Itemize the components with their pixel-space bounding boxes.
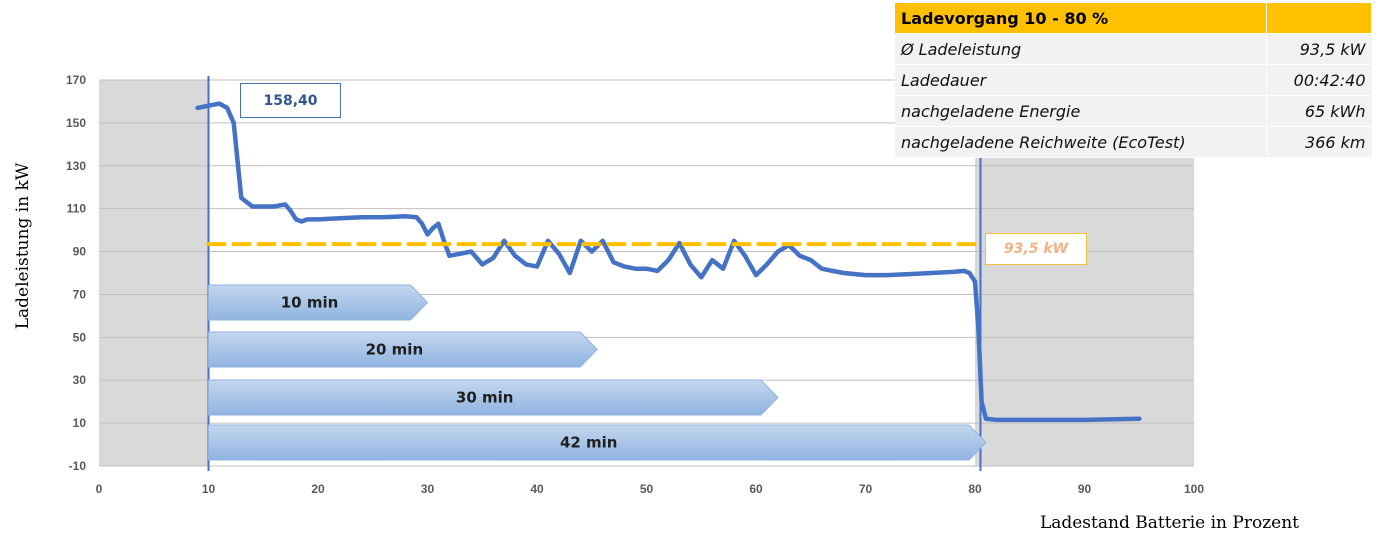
y-tick-label: -10: [69, 459, 87, 473]
duration-arrow-label: 30 min: [456, 389, 514, 407]
summary-value: 65 kWh: [1265, 95, 1372, 127]
y-tick-label: 130: [66, 159, 86, 173]
summary-value: 93,5 kW: [1265, 33, 1372, 65]
peak-value-callout: 158,40: [240, 83, 341, 118]
x-tick-label: 70: [859, 482, 873, 496]
x-tick-label: 40: [530, 482, 544, 496]
summary-header-blank: [1266, 3, 1373, 34]
y-axis-title: Ladeleistung in kW: [13, 162, 33, 329]
x-tick-label: 60: [749, 482, 763, 496]
y-tick-label: 110: [67, 202, 87, 216]
duration-arrow-label: 42 min: [560, 434, 618, 452]
x-axis-title: Ladestand Batterie in Prozent: [1040, 513, 1299, 533]
x-tick-label: 20: [311, 482, 325, 496]
duration-arrow: [208, 424, 987, 461]
x-tick-label: 10: [202, 482, 216, 496]
x-tick-label: 30: [421, 482, 435, 496]
y-tick-label: 90: [73, 245, 87, 259]
average-value-callout: 93,5 kW: [985, 233, 1087, 265]
charging-summary-table: Ladevorgang 10 - 80 % Ø Ladeleistung 93,…: [895, 3, 1373, 158]
y-tick-label: 170: [66, 73, 86, 87]
x-tick-label: 100: [1184, 482, 1204, 496]
summary-label: nachgeladene Reichweite (EcoTest): [895, 126, 1267, 158]
summary-value: 00:42:40: [1265, 64, 1372, 96]
summary-row: nachgeladene Reichweite (EcoTest) 366 km: [895, 126, 1372, 158]
summary-title: Ladevorgang 10 - 80 %: [895, 3, 1267, 34]
duration-arrow: [208, 379, 779, 416]
summary-header-row: Ladevorgang 10 - 80 %: [895, 3, 1373, 34]
summary-row: nachgeladene Energie 65 kWh: [895, 95, 1372, 127]
duration-arrow-label: 10 min: [281, 294, 339, 312]
y-tick-label: 30: [73, 373, 87, 387]
y-tick-label: 150: [66, 116, 86, 130]
duration-arrow-label: 20 min: [366, 341, 424, 359]
x-tick-label: 0: [96, 482, 103, 496]
shaded-region: [99, 80, 209, 466]
x-tick-label: 80: [968, 482, 982, 496]
duration-arrow: [208, 331, 598, 368]
summary-value: 366 km: [1265, 126, 1372, 158]
y-tick-label: 10: [73, 416, 87, 430]
y-tick-label: 70: [73, 287, 87, 301]
summary-row: Ø Ladeleistung 93,5 kW: [895, 33, 1372, 65]
y-tick-label: 50: [73, 330, 87, 344]
summary-label: Ø Ladeleistung: [895, 33, 1267, 65]
charging-power-line: [195, 101, 1142, 423]
summary-label: nachgeladene Energie: [895, 95, 1267, 127]
summary-row: Ladedauer 00:42:40: [895, 64, 1372, 96]
summary-label: Ladedauer: [895, 64, 1267, 96]
duration-arrow: [208, 284, 429, 321]
x-tick-label: 50: [640, 482, 654, 496]
x-tick-label: 90: [1078, 482, 1092, 496]
